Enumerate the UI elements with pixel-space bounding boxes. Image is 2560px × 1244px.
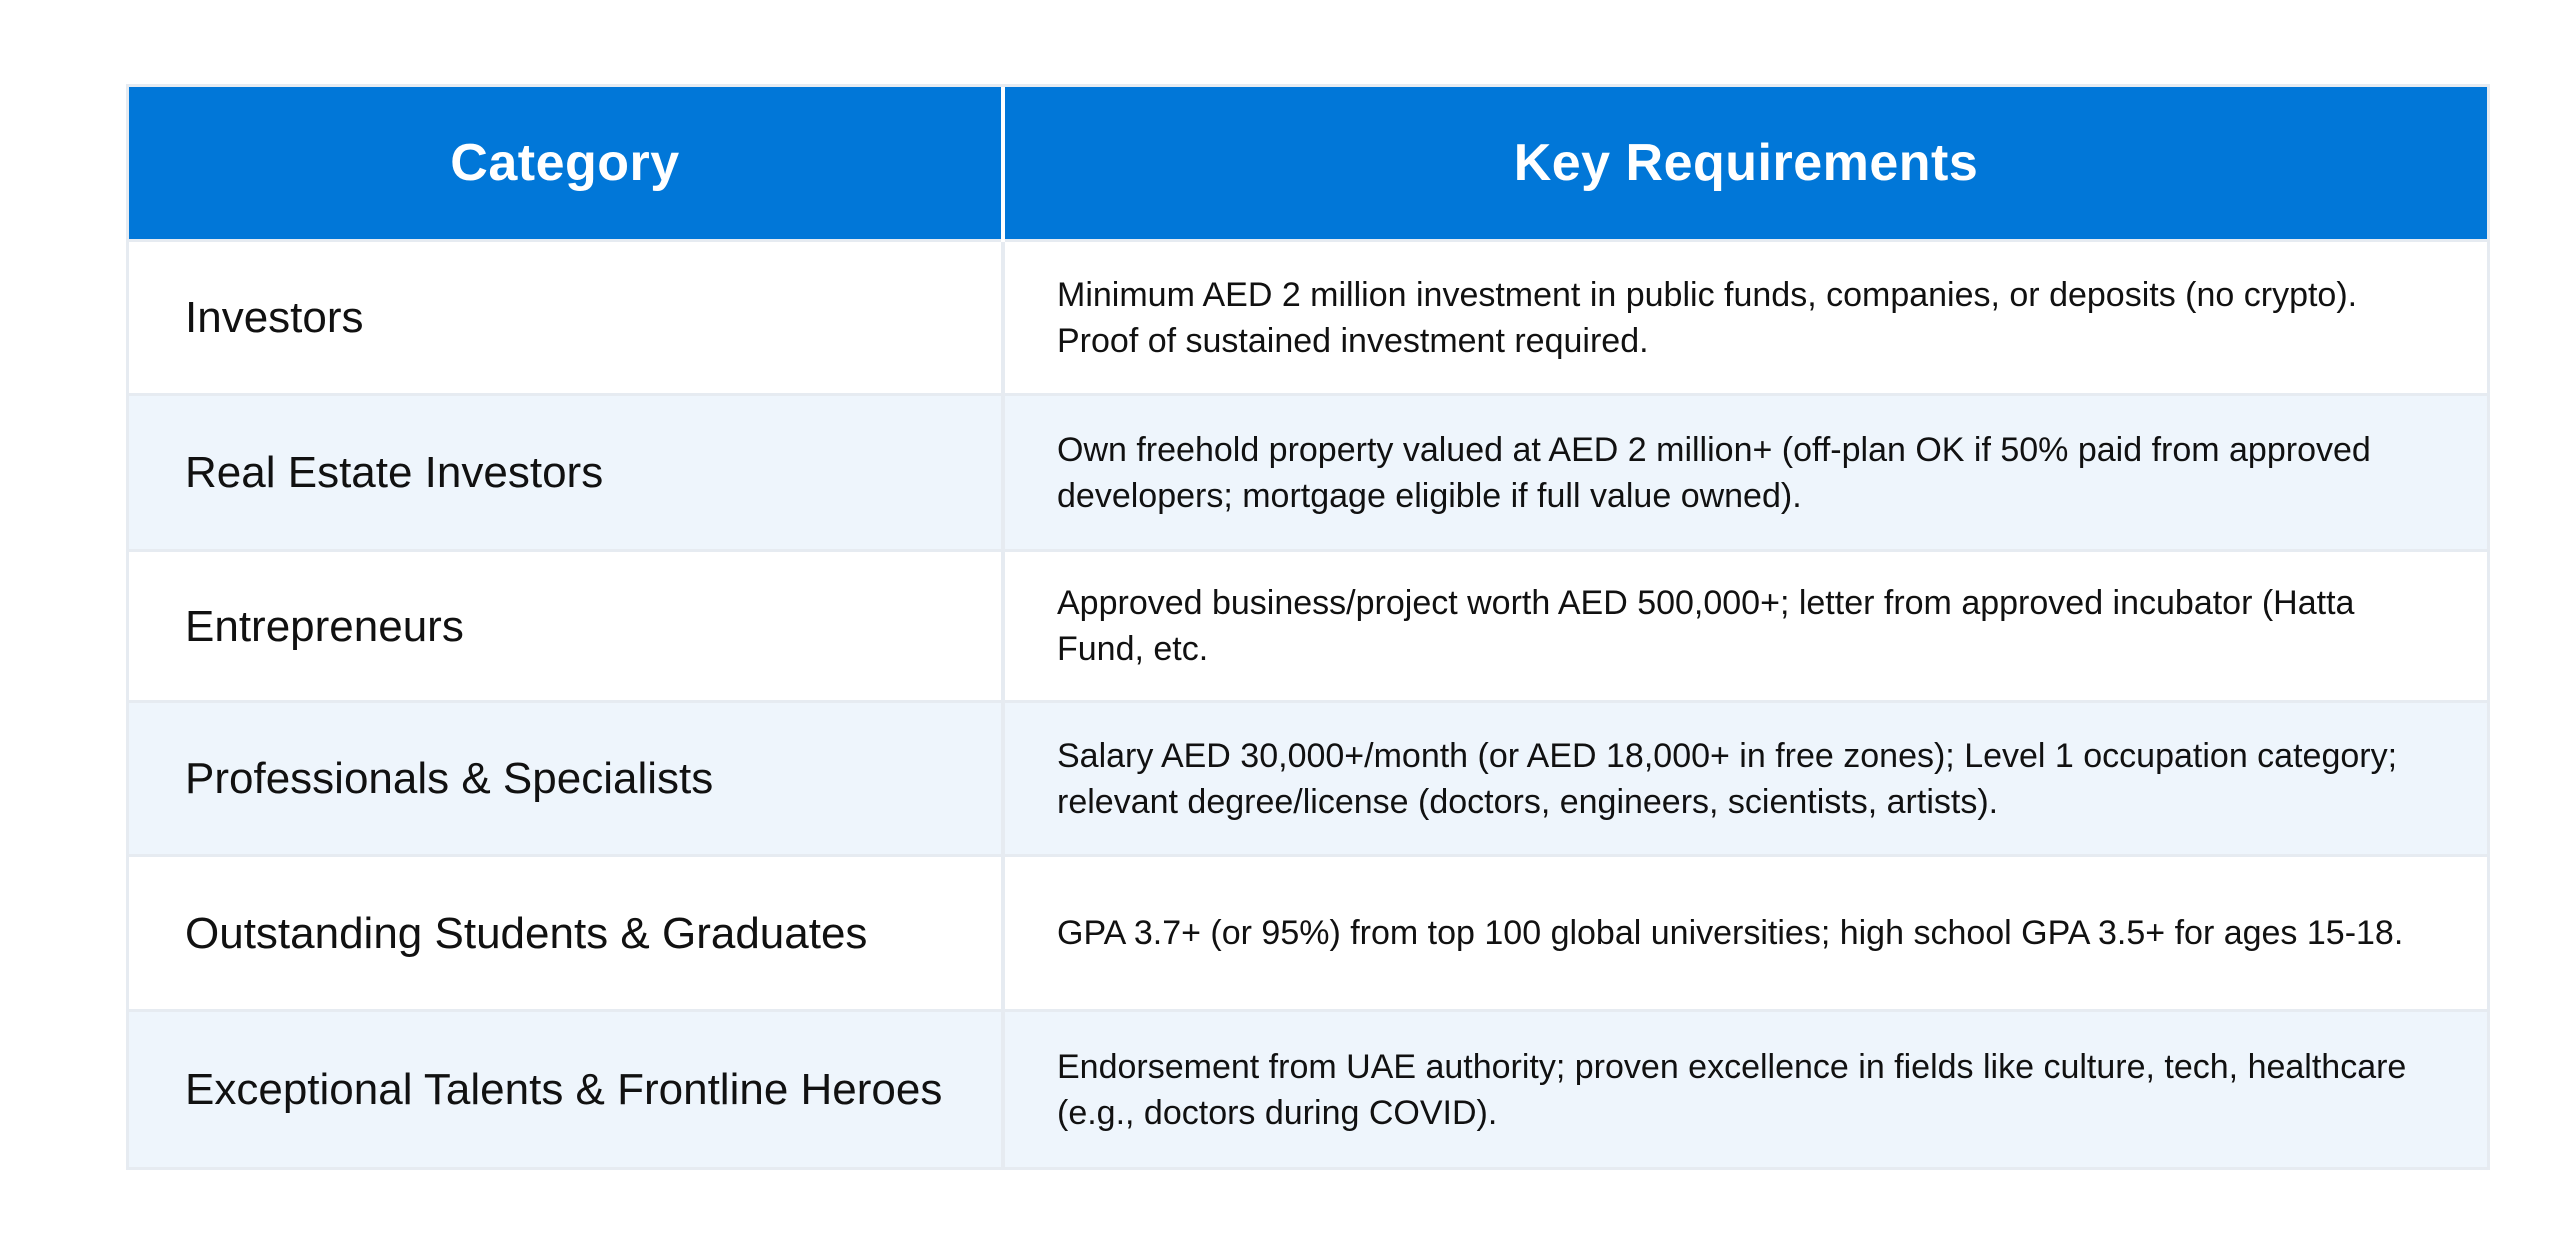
table-row: Outstanding Students & Graduates GPA 3.7… — [129, 854, 2487, 1011]
header-key-requirements: Key Requirements — [1001, 87, 2487, 241]
table: Category Key Requirements Investors Mini… — [129, 87, 2487, 1167]
table-row: Exceptional Talents & Frontline Heroes E… — [129, 1009, 2487, 1167]
category-cell: Exceptional Talents & Frontline Heroes — [129, 1009, 1003, 1167]
header-row: Category Key Requirements — [129, 87, 2487, 241]
requirements-cell: Minimum AED 2 million investment in publ… — [1001, 239, 2487, 395]
requirements-cell: Endorsement from UAE authority; proven e… — [1001, 1009, 2487, 1167]
category-cell: Entrepreneurs — [129, 549, 1003, 702]
table-row: Investors Minimum AED 2 million investme… — [129, 239, 2487, 395]
requirements-table: Category Key Requirements Investors Mini… — [126, 84, 2490, 1170]
table-row: Professionals & Specialists Salary AED 3… — [129, 700, 2487, 856]
table-header: Category Key Requirements — [129, 87, 2487, 241]
header-category: Category — [129, 87, 1003, 241]
category-cell: Professionals & Specialists — [129, 700, 1003, 856]
category-cell: Investors — [129, 239, 1003, 395]
table-row: Real Estate Investors Own freehold prope… — [129, 393, 2487, 551]
requirements-cell: Own freehold property valued at AED 2 mi… — [1001, 393, 2487, 551]
requirements-cell: GPA 3.7+ (or 95%) from top 100 global un… — [1001, 854, 2487, 1011]
category-cell: Outstanding Students & Graduates — [129, 854, 1003, 1011]
table-row: Entrepreneurs Approved business/project … — [129, 549, 2487, 702]
category-cell: Real Estate Investors — [129, 393, 1003, 551]
requirements-cell: Approved business/project worth AED 500,… — [1001, 549, 2487, 702]
requirements-cell: Salary AED 30,000+/month (or AED 18,000+… — [1001, 700, 2487, 856]
table-body: Investors Minimum AED 2 million investme… — [129, 239, 2487, 1167]
